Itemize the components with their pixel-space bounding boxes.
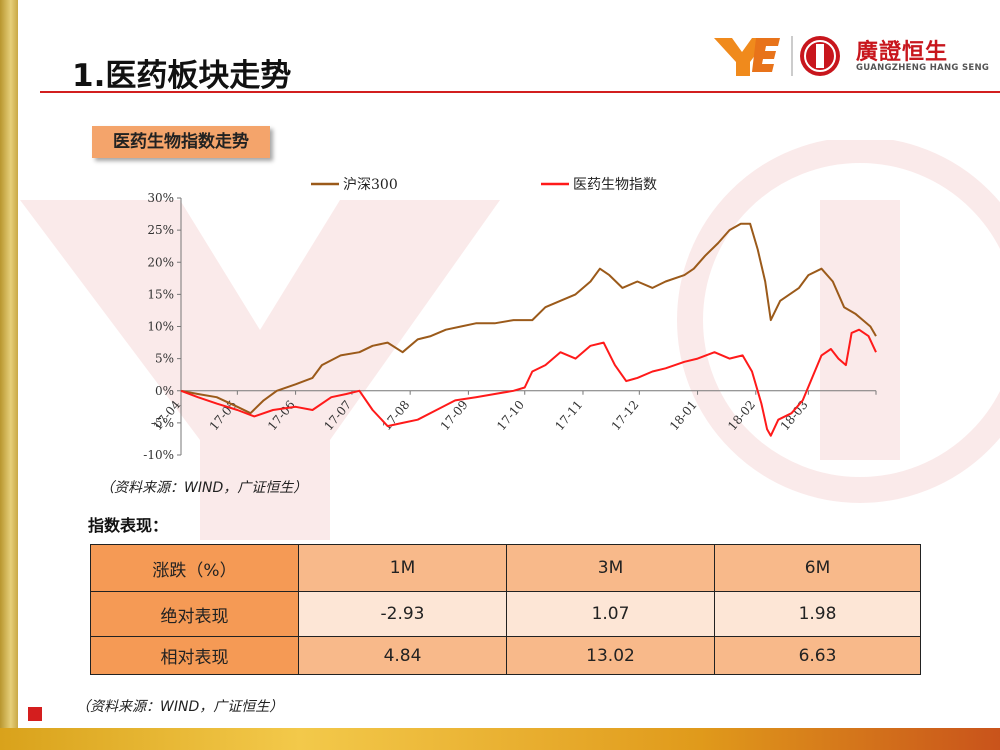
- x-tick-label: 17-07: [321, 398, 354, 433]
- left-decor-stripe: [0, 0, 18, 750]
- x-tick-label: 17-05: [207, 398, 240, 433]
- table-header-cell: 3M: [506, 544, 715, 592]
- y-tick-label: -5%: [151, 416, 174, 430]
- title-underline: [40, 91, 1000, 93]
- chart-series: [180, 222, 877, 437]
- logo-english-text: GUANGZHENG HANG SENG: [856, 63, 990, 73]
- series-line-pharma: [180, 328, 877, 437]
- table-cell: 相对表现: [90, 636, 299, 675]
- y-tick-label: 30%: [147, 191, 174, 205]
- table-header-cell: 1M: [298, 544, 507, 592]
- table-cell: 13.02: [506, 636, 715, 675]
- logo-chinese-text: 廣證恒生: [856, 40, 949, 65]
- legend-label: 沪深300: [343, 177, 398, 193]
- table-cell: 1.07: [506, 591, 715, 637]
- line-chart: 沪深300 医药生物指数 30% 25% 20% 15% 10% 5% 0% -5% -10% 17…: [143, 177, 877, 462]
- y-tick-label: 20%: [147, 255, 174, 269]
- section-label: 医药生物指数走势: [92, 126, 270, 158]
- decor-square: [28, 707, 42, 721]
- source-note-table: （资料来源：WIND，广证恒生）: [76, 699, 284, 715]
- x-tick-label: 18-02: [725, 398, 758, 433]
- table-row: 绝对表现 -2.93 1.07 1.98: [90, 591, 921, 637]
- legend-label: 医药生物指数: [573, 177, 657, 193]
- page-title: 1.医药板块走势: [72, 58, 292, 94]
- x-tick-label: 17-12: [609, 398, 642, 433]
- bottom-decor-stripe: [0, 728, 1000, 750]
- x-tick-label: 17-11: [552, 398, 585, 433]
- y-tick-label: 0%: [155, 384, 174, 398]
- index-performance-label: 指数表现：: [88, 516, 169, 535]
- table-cell: -2.93: [298, 591, 507, 637]
- x-tick-label: 17-08: [379, 398, 412, 433]
- y-tick-label: 25%: [147, 223, 174, 237]
- company-logo: [714, 36, 840, 76]
- table-header-cell: 6M: [714, 544, 921, 592]
- source-note-chart: （资料来源：WIND，广证恒生）: [100, 480, 308, 496]
- performance-table: 涨跌（%） 1M 3M 6M 绝对表现 -2.93 1.07 1.98 相对表现…: [90, 544, 921, 675]
- chart-legend: 沪深300 医药生物指数: [311, 177, 657, 193]
- table-header-row: 涨跌（%） 1M 3M 6M: [90, 544, 921, 592]
- table-cell: 4.84: [298, 636, 507, 675]
- table-cell: 1.98: [714, 591, 921, 637]
- x-tick-label: 18-03: [778, 398, 811, 433]
- x-tick-label: 17-10: [494, 398, 527, 433]
- y-tick-label: 5%: [155, 352, 174, 366]
- table-row: 相对表现 4.84 13.02 6.63: [90, 636, 921, 675]
- x-tick-label: 17-09: [438, 398, 471, 433]
- table-cell: 绝对表现: [90, 591, 299, 637]
- y-tick-label: 15%: [147, 287, 174, 301]
- table-cell: 6.63: [714, 636, 921, 675]
- y-tick-label: 10%: [147, 320, 174, 334]
- table-header-cell: 涨跌（%）: [90, 544, 299, 592]
- y-tick-label: -10%: [143, 448, 174, 462]
- series-line-hs300: [180, 222, 877, 415]
- x-tick-label: 18-01: [667, 398, 700, 433]
- x-tick-label: 17-06: [265, 398, 298, 433]
